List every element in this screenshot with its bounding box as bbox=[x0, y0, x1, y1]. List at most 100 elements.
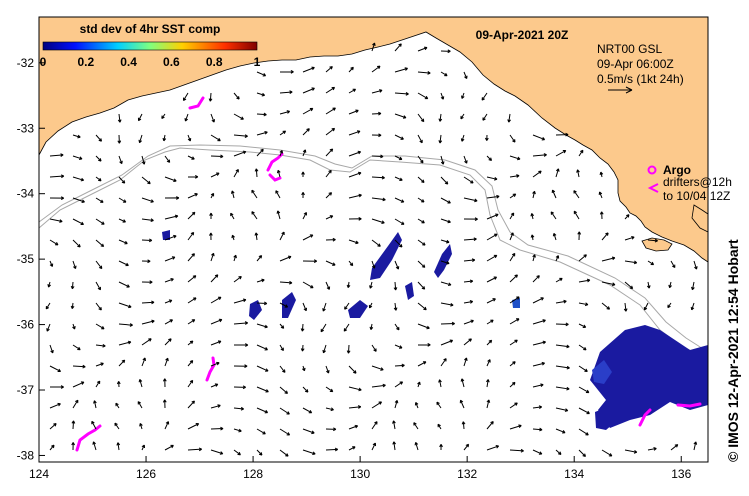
current-arrow-icon bbox=[95, 281, 101, 291]
current-arrow-icon bbox=[210, 404, 221, 409]
current-arrow-icon bbox=[532, 170, 542, 178]
current-arrow-icon bbox=[532, 190, 536, 199]
drifter-legend-icon bbox=[647, 183, 659, 193]
current-arrow-icon bbox=[417, 342, 431, 347]
current-arrow-icon bbox=[256, 449, 263, 456]
current-arrow-icon bbox=[459, 399, 465, 409]
current-arrow-icon bbox=[509, 424, 522, 430]
current-arrow-icon bbox=[670, 260, 676, 269]
current-arrow-icon bbox=[256, 148, 264, 157]
current-arrow-icon bbox=[624, 236, 635, 241]
current-arrow-icon bbox=[325, 386, 334, 393]
current-arrow-icon bbox=[532, 134, 546, 141]
current-arrow-icon bbox=[460, 113, 465, 120]
current-arrow-icon bbox=[118, 239, 128, 245]
current-arrow-icon bbox=[164, 176, 177, 183]
current-arrow-icon bbox=[555, 322, 569, 327]
current-arrow-icon bbox=[325, 407, 334, 412]
current-arrow-icon bbox=[187, 231, 195, 241]
current-arrow-icon bbox=[233, 343, 249, 347]
current-arrow-icon bbox=[647, 260, 655, 266]
current-arrow-icon bbox=[555, 344, 570, 349]
scale-arrowhead-icon bbox=[625, 86, 633, 94]
current-arrow-icon bbox=[555, 132, 569, 137]
current-arrow-icon bbox=[532, 361, 545, 367]
current-arrow-icon bbox=[463, 279, 474, 284]
current-arrow-icon bbox=[667, 302, 672, 309]
current-arrow-icon bbox=[162, 399, 167, 409]
current-arrow-icon bbox=[463, 217, 478, 222]
current-arrow-icon bbox=[231, 234, 235, 241]
current-arrow-icon bbox=[210, 252, 215, 262]
current-arrow-icon bbox=[601, 232, 609, 241]
current-arrow-icon bbox=[302, 407, 313, 414]
current-arrow-icon bbox=[482, 113, 488, 121]
current-arrow-icon bbox=[251, 189, 258, 199]
y-tick-label: -36 bbox=[17, 318, 35, 332]
current-arrow-icon bbox=[463, 443, 470, 451]
current-arrow-icon bbox=[72, 197, 85, 204]
x-tick-label: 128 bbox=[243, 467, 263, 481]
current-arrow-icon bbox=[555, 428, 566, 434]
current-arrow-icon bbox=[509, 134, 516, 143]
map-title: 09-Apr-2021 20Z bbox=[476, 28, 569, 42]
current-arrow-icon bbox=[233, 449, 241, 456]
sst-patch bbox=[370, 232, 402, 280]
current-arrow-icon bbox=[440, 281, 452, 287]
current-arrow-icon bbox=[509, 296, 520, 304]
current-arrow-icon bbox=[371, 365, 384, 371]
current-arrow-icon bbox=[256, 92, 266, 97]
current-arrow-icon bbox=[210, 192, 215, 199]
current-arrow-icon bbox=[509, 212, 515, 220]
current-legend-time: 09-Apr 06:00Z bbox=[597, 57, 674, 71]
current-arrow-icon bbox=[233, 385, 246, 390]
current-arrow-icon bbox=[230, 190, 235, 199]
current-arrow-icon bbox=[509, 274, 518, 283]
current-arrow-icon bbox=[348, 66, 354, 73]
current-arrow-icon bbox=[624, 214, 630, 220]
current-arrow-icon bbox=[573, 190, 580, 199]
current-arrow-icon bbox=[118, 197, 127, 203]
current-arrow-icon bbox=[463, 197, 478, 203]
current-arrow-icon bbox=[509, 339, 518, 346]
current-arrow-icon bbox=[95, 343, 106, 348]
current-arrow-icon bbox=[279, 407, 290, 415]
current-arrow-icon bbox=[141, 357, 146, 367]
current-arrow-icon bbox=[578, 407, 590, 415]
current-arrow-icon bbox=[325, 365, 330, 374]
current-arrow-icon bbox=[49, 260, 54, 267]
current-arrow-icon bbox=[532, 340, 546, 346]
current-arrow-icon bbox=[70, 281, 75, 290]
current-arrow-icon bbox=[369, 323, 374, 331]
current-arrow-icon bbox=[394, 239, 403, 248]
current-arrow-icon bbox=[256, 428, 266, 435]
current-arrow-icon bbox=[141, 197, 154, 203]
current-arrow-icon bbox=[276, 169, 281, 178]
current-arrow-icon bbox=[440, 239, 450, 244]
current-arrow-icon bbox=[440, 155, 445, 165]
kangaroo-island bbox=[641, 237, 673, 252]
sst-patch bbox=[249, 300, 262, 320]
current-arrow-icon bbox=[256, 130, 268, 136]
current-arrow-icon bbox=[118, 281, 130, 288]
current-arrow-icon bbox=[254, 232, 259, 241]
current-arrow-icon bbox=[302, 107, 314, 115]
current-arrow-icon bbox=[210, 449, 224, 455]
current-arrow-icon bbox=[233, 113, 244, 120]
sst-patch bbox=[590, 325, 708, 428]
current-arrow-icon bbox=[624, 260, 638, 265]
current-arrow-icon bbox=[95, 239, 105, 248]
current-arrow-icon bbox=[440, 92, 445, 100]
current-arrow-icon bbox=[49, 239, 59, 246]
current-arrow-icon bbox=[187, 379, 194, 388]
current-arrow-icon bbox=[279, 344, 284, 352]
current-arrow-icon bbox=[95, 362, 104, 367]
current-arrow-icon bbox=[486, 254, 498, 262]
current-arrow-icon bbox=[348, 193, 362, 199]
current-arrow-icon bbox=[95, 134, 103, 142]
current-arrow-icon bbox=[279, 302, 289, 308]
current-arrow-icon bbox=[95, 323, 105, 330]
current-arrow-icon bbox=[210, 296, 222, 304]
current-arrow-icon bbox=[210, 274, 219, 283]
current-arrow-icon bbox=[141, 300, 155, 305]
